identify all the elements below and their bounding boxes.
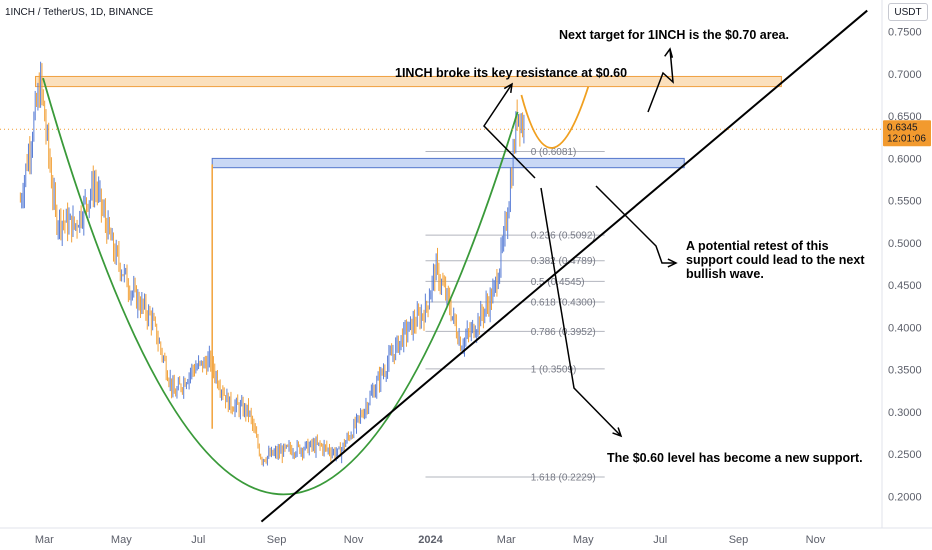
fib-level-label: 0.618 (0.4300): [531, 298, 596, 309]
price-tick-label: 0.4000: [888, 322, 922, 334]
time-tick-label: Nov: [344, 534, 364, 546]
fib-level-label: 0 (0.6081): [531, 147, 577, 158]
price-tick-label: 0.2000: [888, 491, 922, 503]
time-tick-label: Sep: [267, 534, 287, 546]
price-tick-label: 0.3000: [888, 407, 922, 419]
drawings: [42, 9, 868, 523]
resistance-zone: [35, 75, 782, 88]
chart-title: 1INCH / TetherUS, 1D, BINANCE: [5, 7, 154, 18]
fib-level-label: 1.618 (0.2229): [531, 472, 596, 483]
support-zone: [211, 157, 685, 169]
broke-resistance-arrow: [483, 83, 536, 179]
fib-level-label: 0.786 (0.3952): [531, 327, 596, 338]
price-tick-label: 0.2500: [888, 449, 922, 461]
new-support-arrow-head: [612, 427, 623, 438]
fib-level-label: 0.5 (0.4545): [531, 277, 585, 288]
annotation-retest-line2: support could lead to the next: [686, 253, 865, 267]
fib-retracement: 0 (0.6081) 0.236 (0.5092) 0.382 (0.4789) 0.…: [425, 147, 605, 483]
time-tick-label: Jul: [653, 534, 667, 546]
zones: [35, 75, 782, 169]
time-tick-label: May: [573, 534, 594, 546]
time-tick-label: Mar: [35, 534, 54, 546]
price-tick-label: 0.6000: [888, 153, 922, 165]
time-tick-label: Sep: [729, 534, 749, 546]
ascending-trendline: [260, 9, 868, 523]
annotation-retest-line3: bullish wave.: [686, 267, 764, 281]
time-tick-label: Mar: [497, 534, 516, 546]
annotation-retest-line1: A potential retest of this: [686, 239, 829, 253]
retest-arrow: [595, 185, 676, 264]
price-tick-label: 0.4500: [888, 280, 922, 292]
next-target-arrow: [647, 48, 674, 113]
broke-resistance-arrow-head: [503, 82, 513, 94]
price-tick-label: 0.7500: [888, 27, 922, 39]
time-tick-label: Nov: [806, 534, 826, 546]
annotation-broke-resistance: 1INCH broke its key resistance at $0.60: [395, 66, 627, 80]
time-tick-label: Jul: [191, 534, 205, 546]
last-price-countdown: 12:01:06: [887, 133, 926, 144]
time-axis[interactable]: Mar May Jul Sep Nov 2024 Mar May Jul Sep Nov: [35, 534, 826, 546]
price-axis[interactable]: 0.2000 0.2500 0.3000 0.3500 0.4000 0.4500 0.50…: [888, 27, 922, 504]
rounding-bottom-curve: [42, 77, 519, 496]
last-price-value: 0.6345: [887, 122, 918, 133]
fib-level-label: 1 (0.3509): [531, 364, 577, 375]
new-support-arrow: [540, 187, 622, 437]
price-tick-label: 0.5000: [888, 238, 922, 250]
time-tick-label: 2024: [418, 534, 443, 546]
next-target-arrow-head: [664, 47, 674, 58]
last-price-tag-bg: [883, 120, 931, 147]
retest-arrow-head: [667, 258, 678, 268]
price-tick-label: 0.6500: [888, 111, 922, 123]
time-tick-label: May: [111, 534, 132, 546]
currency-unit-button[interactable]: USDT: [888, 3, 928, 21]
last-price-tag: 0.6345 12:01:06: [883, 120, 931, 147]
candles: [19, 61, 525, 467]
price-tick-label: 0.5500: [888, 196, 922, 208]
price-tick-label: 0.3500: [888, 365, 922, 377]
fib-level-label: 0.236 (0.5092): [531, 231, 596, 242]
annotation-new-support: The $0.60 level has become a new support…: [607, 451, 863, 465]
annotation-next-target: Next target for 1INCH is the $0.70 area.: [559, 28, 789, 42]
retest-curve: [520, 86, 590, 149]
price-tick-label: 0.7000: [888, 69, 922, 81]
fib-level-label: 0.382 (0.4789): [531, 256, 596, 267]
